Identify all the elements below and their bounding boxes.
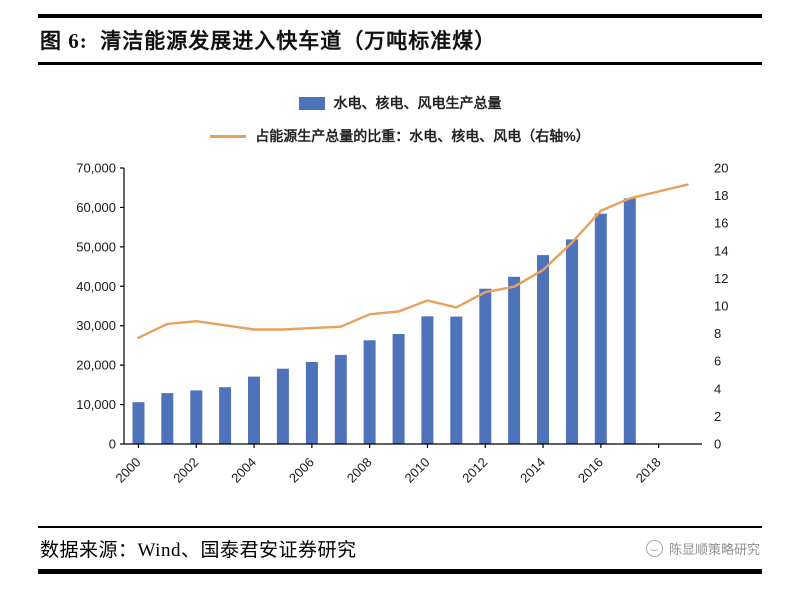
figure-footer: 数据来源：Wind、国泰君安证券研究 陈显顺策略研究: [38, 526, 762, 574]
svg-text:2014: 2014: [517, 455, 548, 486]
svg-text:70,000: 70,000: [76, 161, 116, 176]
bar-series-swatch-icon: [298, 96, 325, 110]
svg-text:40,000: 40,000: [76, 279, 116, 294]
svg-text:12: 12: [714, 271, 728, 286]
svg-text:50,000: 50,000: [76, 239, 116, 254]
svg-text:10,000: 10,000: [76, 397, 116, 412]
title-top-rule: [38, 14, 762, 18]
clean-energy-chart: 0 10,000 20,000 30,000 40,000 50,000 60,000 70,…: [38, 154, 762, 511]
chart-svg: 0 10,000 20,000 30,000 40,000 50,000 60,000 70,…: [76, 161, 728, 486]
svg-text:30,000: 30,000: [76, 318, 116, 333]
data-source: 数据来源：Wind、国泰君安证券研究: [40, 540, 357, 561]
svg-text:2004: 2004: [228, 455, 259, 486]
footer-row: 数据来源：Wind、国泰君安证券研究 陈显顺策略研究: [38, 528, 762, 569]
title-bottom-rule: [38, 62, 762, 65]
svg-text:8: 8: [714, 326, 721, 341]
legend-item-bars: 水电、核电、风电生产总量: [298, 93, 502, 113]
line-series-label: 占能源生产总量的比重：水电、核电、风电（右轴%）: [255, 128, 590, 144]
bar-series: [132, 198, 636, 444]
svg-text:10: 10: [714, 299, 728, 314]
svg-text:2010: 2010: [402, 455, 433, 486]
watermark-text: 陈显顺策略研究: [668, 542, 760, 557]
svg-text:2016: 2016: [575, 455, 606, 486]
svg-text:2: 2: [714, 409, 721, 424]
svg-text:0: 0: [109, 437, 116, 452]
axes: [120, 167, 702, 448]
svg-text:20: 20: [714, 161, 728, 176]
svg-text:20,000: 20,000: [76, 358, 116, 373]
svg-text:2006: 2006: [286, 455, 317, 486]
svg-text:2002: 2002: [170, 455, 201, 486]
svg-text:2000: 2000: [113, 455, 144, 486]
svg-text:2012: 2012: [459, 455, 490, 486]
svg-text:60,000: 60,000: [76, 200, 116, 215]
svg-text:0: 0: [714, 437, 721, 452]
watermark: 陈显顺策略研究: [645, 539, 760, 558]
svg-text:2008: 2008: [344, 455, 375, 486]
line-series: [137, 183, 689, 339]
svg-text:14: 14: [714, 243, 728, 258]
line-series-swatch-icon: [210, 134, 247, 138]
footer-top-rule: [38, 526, 762, 528]
watermark-logo-icon: [645, 540, 663, 557]
svg-text:6: 6: [714, 354, 721, 369]
svg-text:4: 4: [714, 381, 721, 396]
figure-title: 图 6: 清洁能源发展进入快车道（万吨标准煤）: [40, 29, 497, 53]
bar-series-label: 水电、核电、风电生产总量: [333, 95, 502, 111]
svg-text:2018: 2018: [633, 455, 664, 486]
chart-legend: 水电、核电、风电生产总量 占能源生产总量的比重：水电、核电、风电（右轴%）: [38, 93, 762, 146]
footer-bottom-rule: [38, 569, 762, 574]
legend-item-line: 占能源生产总量的比重：水电、核电、风电（右轴%）: [210, 126, 590, 146]
svg-text:16: 16: [714, 216, 728, 231]
svg-text:18: 18: [714, 188, 728, 203]
